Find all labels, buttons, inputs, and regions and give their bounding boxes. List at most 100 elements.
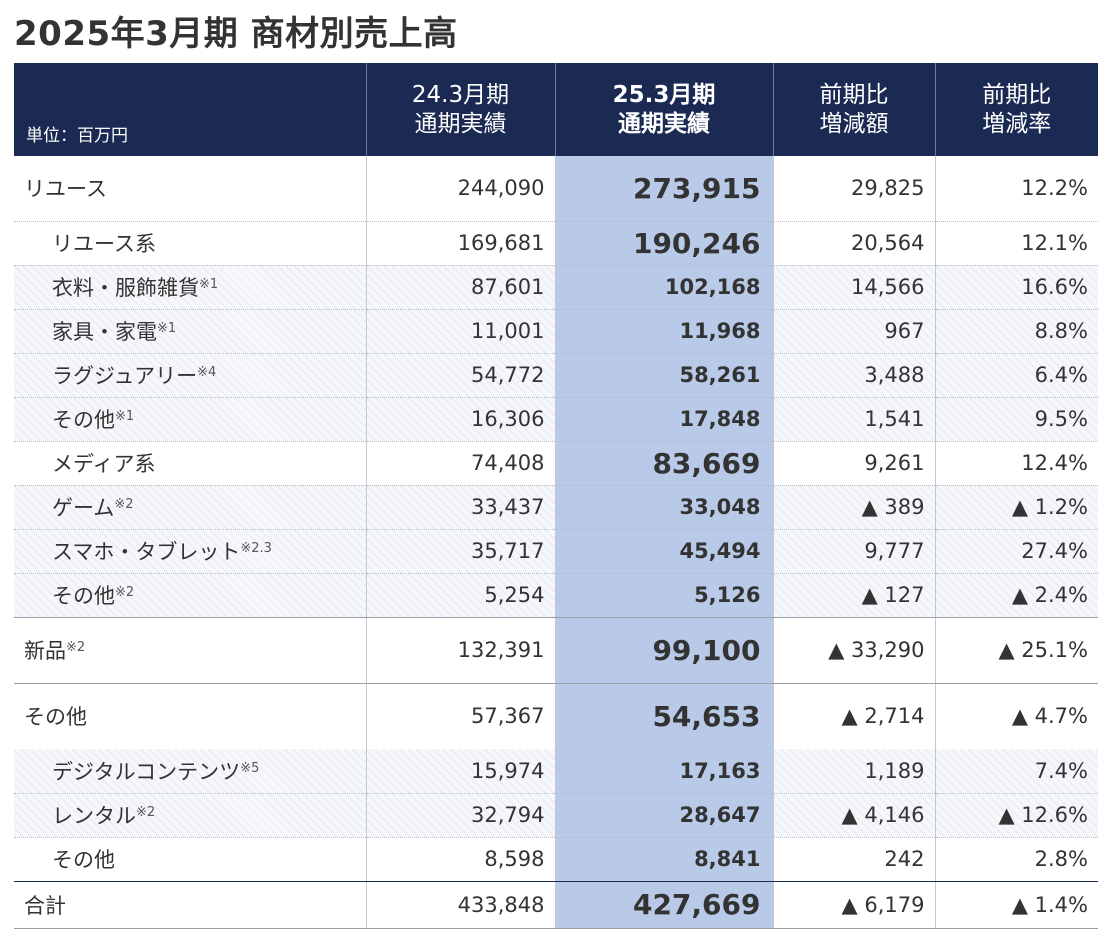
cell-prev: 8,598 (365, 837, 555, 882)
table-row: ゲーム※2 33,437 33,048 ▲ 389 ▲ 1.2% (14, 485, 1098, 530)
table-row: その他※1 16,306 17,848 1,541 9.5% (14, 397, 1098, 442)
table-header: 単位：百万円 24.3月期 通期実績 25.3月期 通期実績 前期比 増減額 前… (14, 63, 1098, 156)
cell-prev: 74,408 (365, 441, 555, 486)
cell-rate: 12.4% (934, 441, 1098, 486)
cell-diff: ▲ 2,714 (772, 683, 935, 749)
row-label: その他 (14, 837, 366, 882)
row-label: デジタルコンテンツ※5 (14, 749, 366, 794)
cell-rate: 6.4% (934, 353, 1098, 398)
cell-rate: 12.2% (934, 156, 1098, 222)
row-label: スマホ・タブレット※2.3 (14, 529, 366, 574)
cell-rate: ▲ 2.4% (934, 573, 1098, 618)
footnote-mark: ※1 (115, 409, 135, 424)
cell-prev: 33,437 (365, 485, 555, 530)
cell-current: 190,246 (554, 221, 773, 266)
col-header-rate: 前期比 増減率 (934, 63, 1098, 156)
cell-diff: 14,566 (772, 265, 935, 310)
cell-current: 83,669 (554, 441, 773, 486)
row-label-text: スマホ・タブレット (52, 540, 241, 564)
cell-rate: 16.6% (934, 265, 1098, 310)
col-header-current: 25.3月期 通期実績 (554, 63, 773, 156)
footnote-mark: ※2 (66, 640, 86, 655)
col-header-current-line2: 通期実績 (618, 110, 710, 137)
table-row: その他※2 5,254 5,126 ▲ 127 ▲ 2.4% (14, 573, 1098, 618)
cell-current: 8,841 (554, 837, 773, 882)
table-row: ラグジュアリー※4 54,772 58,261 3,488 6.4% (14, 353, 1098, 398)
footnote-mark: ※2.3 (240, 541, 272, 556)
footnote-mark: ※4 (197, 365, 217, 380)
cell-current: 5,126 (554, 573, 773, 618)
cell-current: 273,915 (554, 156, 773, 222)
cell-current: 99,100 (554, 617, 773, 684)
table-row: 家具・家電※1 11,001 11,968 967 8.8% (14, 309, 1098, 354)
row-label: ラグジュアリー※4 (14, 353, 366, 398)
cell-prev: 15,974 (365, 749, 555, 794)
cell-diff: ▲ 127 (772, 573, 935, 618)
table-row: デジタルコンテンツ※5 15,974 17,163 1,189 7.4% (14, 749, 1098, 794)
row-label-text: リユース系 (52, 232, 156, 256)
row-label-text: レンタル (52, 804, 136, 828)
cell-diff: 20,564 (772, 221, 935, 266)
cell-prev: 32,794 (365, 793, 555, 838)
footnote-mark: ※2 (115, 585, 135, 600)
cell-current: 17,848 (554, 397, 773, 442)
cell-prev: 11,001 (365, 309, 555, 354)
col-header-prev: 24.3月期 通期実績 (365, 63, 555, 156)
cell-prev: 87,601 (365, 265, 555, 310)
row-label: その他※1 (14, 397, 366, 442)
cell-current: 54,653 (554, 683, 773, 749)
table-row: その他 8,598 8,841 242 2.8% (14, 837, 1098, 882)
table-row: リユース系 169,681 190,246 20,564 12.1% (14, 221, 1098, 266)
cell-current: 102,168 (554, 265, 773, 310)
row-label: リユース (14, 156, 366, 222)
cell-prev: 5,254 (365, 573, 555, 618)
table-row: スマホ・タブレット※2.3 35,717 45,494 9,777 27.4% (14, 529, 1098, 574)
cell-prev: 57,367 (365, 683, 555, 749)
row-label: ゲーム※2 (14, 485, 366, 530)
cell-rate: ▲ 1.2% (934, 485, 1098, 530)
cell-rate: 27.4% (934, 529, 1098, 574)
cell-current: 11,968 (554, 309, 773, 354)
row-label-text: リユース (24, 177, 107, 202)
table-row-total: 合計 433,848 427,669 ▲ 6,179 ▲ 1.4% (14, 881, 1098, 929)
cell-diff: ▲ 4,146 (772, 793, 935, 838)
table-row: 衣料・服飾雑貨※1 87,601 102,168 14,566 16.6% (14, 265, 1098, 310)
cell-prev: 35,717 (365, 529, 555, 574)
cell-rate: ▲ 4.7% (934, 683, 1098, 749)
unit-label: 単位：百万円 (14, 63, 366, 156)
cell-diff: 242 (772, 837, 935, 882)
cell-current: 45,494 (554, 529, 773, 574)
cell-current: 17,163 (554, 749, 773, 794)
table-row: リユース 244,090 273,915 29,825 12.2% (14, 156, 1098, 222)
cell-diff: ▲ 389 (772, 485, 935, 530)
row-label-text: デジタルコンテンツ (52, 759, 241, 784)
row-label-text: 衣料・服飾雑貨 (52, 276, 199, 300)
footnote-mark: ※2 (136, 805, 156, 820)
table-body: リユース 244,090 273,915 29,825 12.2% リユース系 … (14, 156, 1098, 929)
cell-rate: ▲ 12.6% (934, 793, 1098, 838)
row-label: 衣料・服飾雑貨※1 (14, 265, 366, 310)
cell-prev: 16,306 (365, 397, 555, 442)
row-label-text: メディア系 (52, 452, 156, 476)
cell-current: 28,647 (554, 793, 773, 838)
cell-prev: 433,848 (365, 881, 555, 929)
row-label: リユース系 (14, 221, 366, 266)
row-label: その他 (14, 683, 366, 749)
cell-diff: 967 (772, 309, 935, 354)
footnote-mark: ※2 (114, 497, 134, 512)
cell-prev: 244,090 (365, 156, 555, 222)
row-label-text: その他 (24, 705, 87, 730)
row-label-text: その他 (52, 408, 115, 432)
row-label: 合計 (14, 881, 366, 929)
cell-rate: ▲ 25.1% (934, 617, 1098, 684)
row-label: レンタル※2 (14, 793, 366, 838)
row-label-text: ゲーム (52, 496, 115, 520)
cell-prev: 132,391 (365, 617, 555, 684)
footnote-mark: ※1 (157, 321, 177, 336)
table-row: メディア系 74,408 83,669 9,261 12.4% (14, 441, 1098, 486)
cell-rate: 9.5% (934, 397, 1098, 442)
row-label-text: その他 (52, 584, 115, 608)
col-header-diff-line2: 増減額 (819, 110, 889, 137)
row-label: メディア系 (14, 441, 366, 486)
cell-prev: 54,772 (365, 353, 555, 398)
